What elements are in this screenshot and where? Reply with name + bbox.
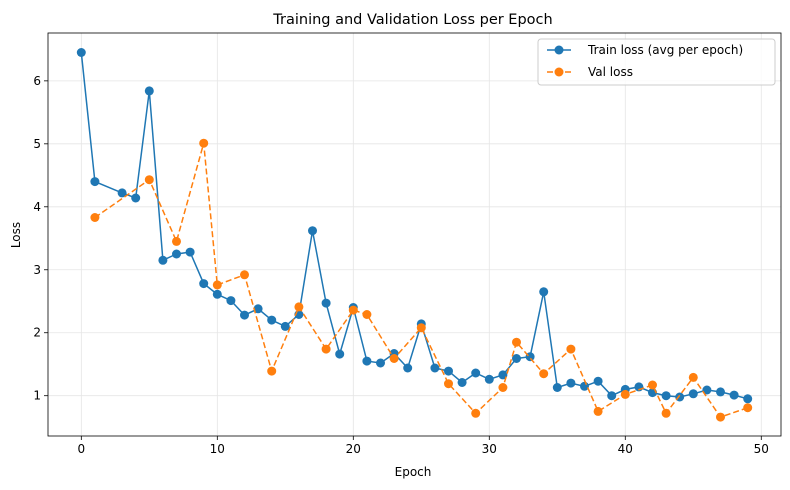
- x-tick-label: 10: [210, 442, 225, 456]
- data-point: [267, 366, 277, 376]
- y-tick-label: 5: [33, 137, 41, 151]
- data-point: [348, 305, 358, 315]
- data-point: [661, 391, 671, 401]
- data-point: [90, 177, 100, 187]
- legend-box: [537, 38, 776, 86]
- data-point: [253, 304, 263, 314]
- data-point: [199, 138, 209, 148]
- val-series: [90, 138, 753, 422]
- data-point: [648, 380, 657, 390]
- data-point: [743, 403, 753, 413]
- series-line: [94, 142, 748, 418]
- series-layer: [76, 48, 753, 422]
- data-point: [580, 381, 589, 391]
- data-point: [471, 368, 481, 378]
- legend-val-label: Val loss: [588, 65, 633, 79]
- data-point: [321, 298, 331, 308]
- data-point: [444, 366, 453, 376]
- data-point: [430, 363, 440, 373]
- data-point: [512, 337, 521, 347]
- y-axis-label: Loss: [9, 222, 23, 248]
- x-axis-label: Epoch: [395, 465, 432, 479]
- data-point: [376, 358, 385, 368]
- x-tick-label: 0: [77, 442, 85, 456]
- gridlines: [48, 33, 781, 436]
- data-point: [729, 390, 739, 400]
- data-point: [226, 296, 236, 306]
- data-point: [716, 387, 725, 397]
- data-point: [335, 349, 345, 359]
- data-point: [212, 280, 222, 290]
- data-point: [416, 323, 426, 333]
- data-point: [498, 383, 508, 392]
- data-point: [688, 389, 698, 399]
- data-point: [688, 372, 698, 382]
- data-point: [362, 356, 372, 366]
- data-point: [240, 270, 249, 280]
- data-point: [403, 363, 413, 373]
- data-point: [716, 412, 725, 422]
- data-point: [90, 213, 100, 222]
- data-point: [484, 374, 494, 384]
- data-point: [593, 376, 603, 386]
- data-point: [702, 385, 712, 395]
- data-point: [512, 354, 521, 363]
- data-point: [743, 394, 753, 404]
- data-point: [607, 391, 617, 401]
- data-point: [552, 383, 562, 392]
- data-point: [539, 369, 549, 379]
- legend: Train loss (avg per epoch) Val loss: [537, 38, 776, 86]
- data-point: [566, 344, 576, 354]
- data-point: [172, 249, 181, 259]
- data-point: [144, 175, 154, 185]
- y-tick-label: 4: [33, 200, 41, 214]
- y-tick-label: 2: [33, 326, 41, 340]
- data-point: [457, 378, 467, 387]
- legend-val-marker: [554, 67, 564, 77]
- y-tick-label: 6: [33, 74, 41, 88]
- data-point: [539, 287, 549, 297]
- data-point: [212, 289, 222, 299]
- data-point: [661, 408, 671, 418]
- data-point: [267, 315, 277, 325]
- y-tick-label: 1: [33, 389, 41, 403]
- x-tick-label: 40: [618, 442, 633, 456]
- y-tick-label: 3: [33, 263, 41, 277]
- data-point: [199, 279, 209, 289]
- data-point: [131, 193, 141, 203]
- data-point: [76, 48, 86, 57]
- plot-frame: [47, 32, 782, 437]
- data-point: [498, 370, 508, 380]
- data-point: [444, 379, 453, 389]
- data-point: [389, 354, 399, 363]
- chart-title: Training and Validation Loss per Epoch: [272, 12, 552, 28]
- data-point: [294, 302, 304, 312]
- data-point: [471, 408, 481, 418]
- train-series: [76, 48, 753, 404]
- data-point: [280, 321, 290, 331]
- data-point: [185, 247, 195, 257]
- x-tick-label: 50: [754, 442, 769, 456]
- data-point: [593, 406, 603, 416]
- data-point: [362, 310, 372, 319]
- x-tick-label: 20: [346, 442, 361, 456]
- data-point: [117, 188, 127, 198]
- series-line: [80, 52, 748, 400]
- data-point: [240, 310, 249, 320]
- data-point: [144, 86, 154, 96]
- x-tick-label: 30: [482, 442, 497, 456]
- data-point: [321, 344, 331, 354]
- data-point: [158, 255, 168, 265]
- data-point: [620, 389, 630, 399]
- legend-train-label: Train loss (avg per epoch): [587, 43, 743, 57]
- data-point: [566, 378, 576, 388]
- legend-train-marker: [554, 45, 564, 55]
- data-point: [172, 236, 181, 246]
- ticks: 0 10 20 30 40 50 1 2 3 4 5 6: [33, 74, 769, 456]
- data-point: [308, 226, 317, 236]
